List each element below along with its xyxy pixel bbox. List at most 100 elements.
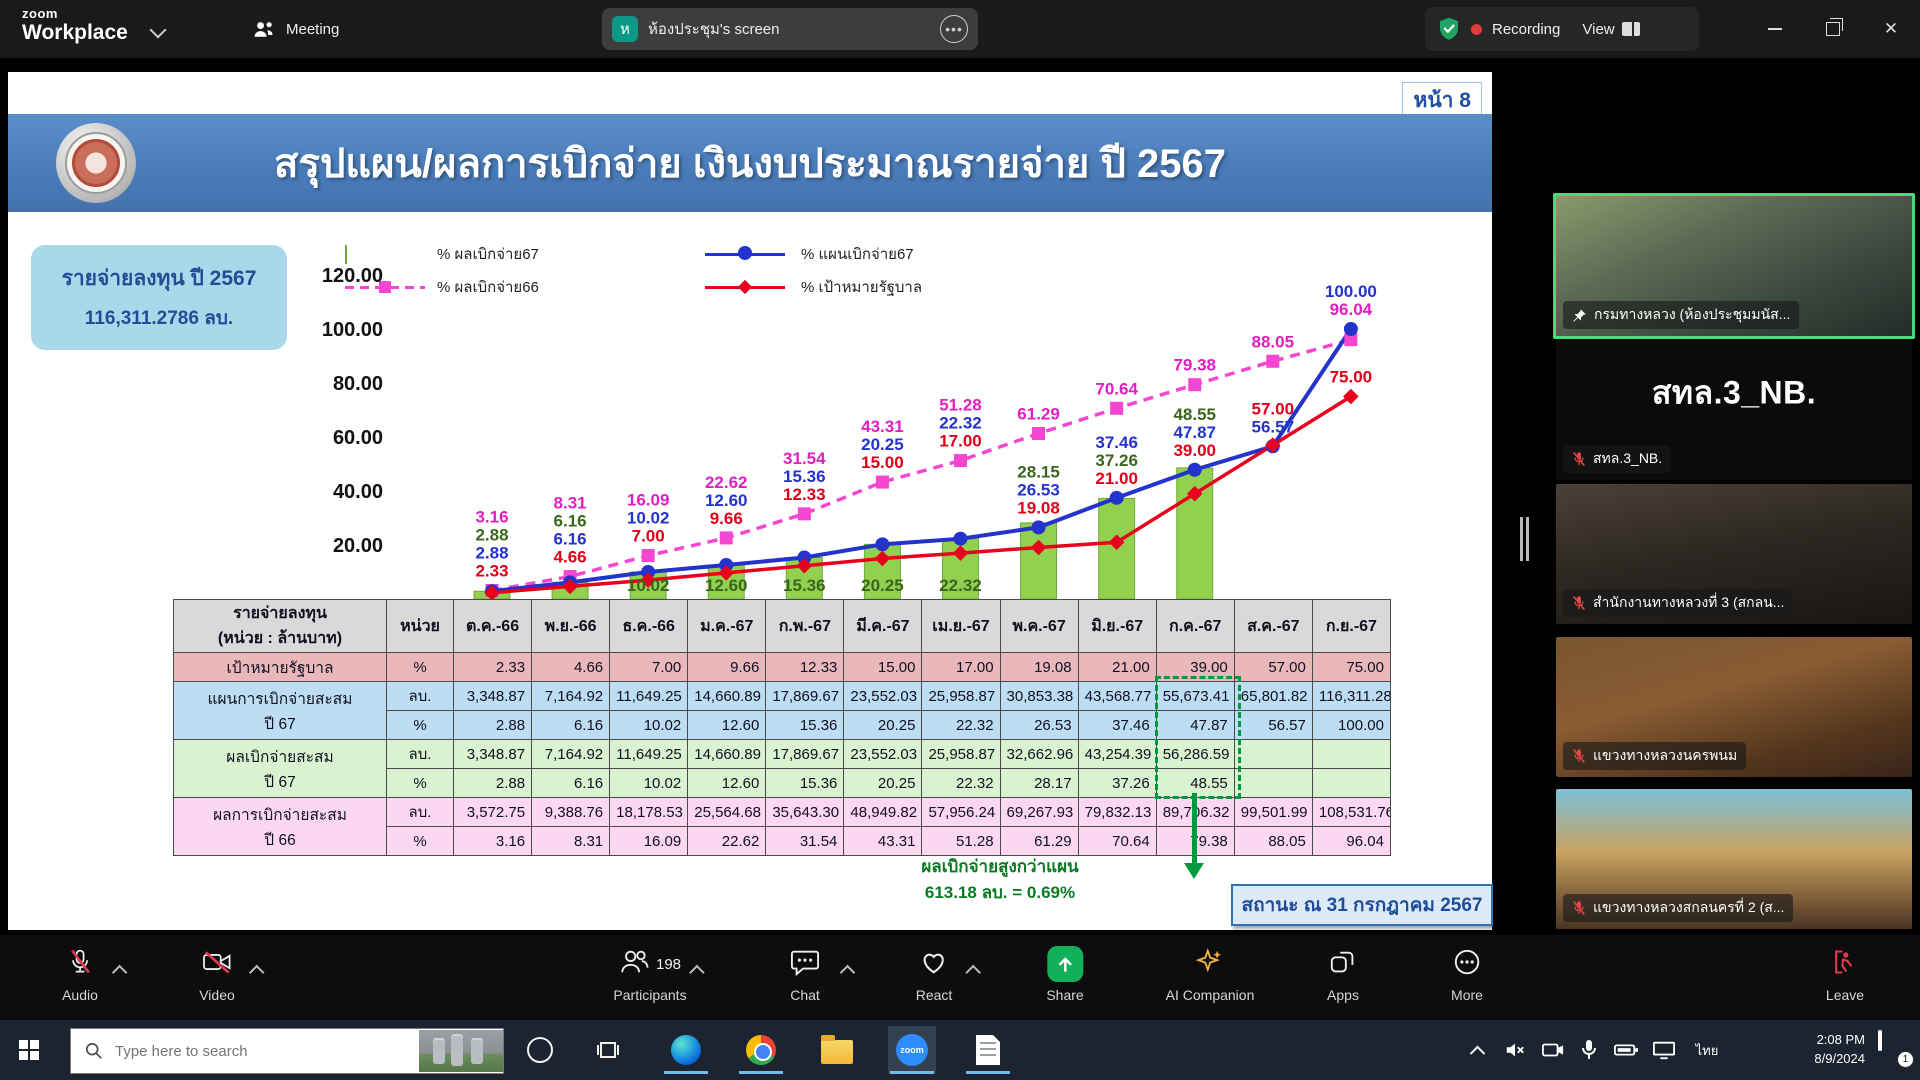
minimize-button[interactable] <box>1746 0 1804 58</box>
data-label: 100.00 <box>1325 282 1377 301</box>
leave-button[interactable]: Leave <box>1826 945 1864 1003</box>
chevron-up-icon[interactable] <box>248 964 265 981</box>
audio-button[interactable]: Audio <box>62 945 128 1003</box>
legend-label: % แผนเบิกจ่าย67 <box>801 246 914 263</box>
apps-button[interactable]: Apps <box>1327 945 1359 1003</box>
taskbar-search[interactable] <box>70 1028 504 1074</box>
chevron-up-icon[interactable] <box>689 964 705 981</box>
heart-icon <box>919 948 949 981</box>
table-cell <box>1233 768 1313 798</box>
tray-battery-button[interactable] <box>1608 1020 1644 1080</box>
panel-resize-handle[interactable] <box>1520 517 1530 561</box>
search-highlight-image[interactable] <box>419 1030 503 1072</box>
security-shield-icon[interactable] <box>1437 16 1461 42</box>
table-cell: 108,531.76 <box>1311 797 1391 827</box>
zoom-app-button[interactable]: zoom <box>888 1026 936 1074</box>
table-cell: 17,869.67 <box>765 681 845 711</box>
search-input[interactable] <box>113 1041 419 1061</box>
document-app-button[interactable] <box>964 1026 1012 1074</box>
toolbar-label: AI Companion <box>1165 987 1255 1003</box>
table-cell: 22.62 <box>687 826 767 856</box>
table-cell: 43,568.77 <box>1077 681 1157 711</box>
ai-companion-button[interactable]: AI Companion <box>1165 945 1255 1003</box>
tray-camera-button[interactable] <box>1536 1020 1570 1080</box>
toolbar-label: Leave <box>1825 987 1865 1003</box>
table-cell: % <box>386 768 454 798</box>
chevron-up-icon[interactable] <box>965 964 981 981</box>
y-axis-tick: 60.00 <box>333 427 383 449</box>
participant-name: สำนักงานทางหลวงที่ 3 (สกลน... <box>1593 594 1785 610</box>
budget-info-line1: รายจ่ายลงทุน ปี 2567 <box>61 267 257 290</box>
start-button[interactable] <box>0 1020 58 1080</box>
clock-date: 8/9/2024 <box>1814 1051 1865 1066</box>
task-view-button[interactable] <box>584 1026 632 1074</box>
table-cell: 61.29 <box>999 826 1079 856</box>
table-cell: 3,348.87 <box>452 681 533 711</box>
tray-show-hidden-button[interactable] <box>1462 1020 1492 1080</box>
video-tile[interactable]: แขวงทางหลวงสกลนครที่ 2 (ส... <box>1556 789 1912 929</box>
marker-square <box>953 454 967 468</box>
view-button[interactable]: View <box>1582 21 1640 38</box>
table-cell: 57.00 <box>1233 652 1313 682</box>
table-cell: 88.05 <box>1233 826 1313 856</box>
more-options-icon[interactable]: ••• <box>940 15 968 43</box>
tray-display-button[interactable] <box>1646 1020 1682 1080</box>
shared-screen-label: ห้องประชุม's screen <box>648 21 780 38</box>
action-center-button[interactable]: 1 <box>1878 1030 1914 1068</box>
share-screen-icon <box>1046 946 1083 982</box>
video-button[interactable]: Video <box>199 945 265 1003</box>
table-cell: 69,267.93 <box>999 797 1079 827</box>
logo-zoom-text: zoom <box>22 6 58 21</box>
y-axis-tick: 100.00 <box>322 319 383 341</box>
tray-microphone-button[interactable] <box>1574 1020 1604 1080</box>
chevron-down-icon[interactable] <box>149 21 167 39</box>
video-tile[interactable]: กรมทางหลวง (ห้องประชุมมนัส... <box>1553 193 1915 339</box>
table-row-label: เป้าหมายรัฐบาล <box>173 652 387 682</box>
apps-icon <box>1328 947 1358 982</box>
participant-name: แขวงทางหลวงสกลนครที่ 2 (ส... <box>1593 899 1785 915</box>
table-cell: 12.60 <box>687 768 767 798</box>
tray-language-button[interactable]: ไทย <box>1686 1020 1728 1080</box>
more-button[interactable]: More <box>1451 945 1483 1003</box>
folder-icon <box>821 1035 853 1064</box>
table-cell: 25,564.68 <box>687 797 767 827</box>
close-button[interactable]: ✕ <box>1883 19 1899 38</box>
table-cell: 2.33 <box>452 652 533 682</box>
marker-square <box>875 475 889 489</box>
file-explorer-button[interactable] <box>813 1026 861 1074</box>
recording-label[interactable]: Recording <box>1492 20 1561 38</box>
edge-browser-button[interactable] <box>662 1026 710 1074</box>
chrome-browser-button[interactable] <box>737 1026 785 1074</box>
video-tile[interactable]: แขวงทางหลวงนครพนม <box>1556 637 1912 777</box>
chevron-up-icon[interactable] <box>111 964 128 981</box>
participant-name: สทล.3_NB. <box>1593 450 1663 466</box>
video-tile[interactable]: สทล.3_NB. สทล.3_NB. <box>1556 340 1912 480</box>
react-button[interactable]: React <box>916 945 981 1003</box>
toolbar-label: Video <box>199 987 235 1003</box>
table-cell: 48,949.82 <box>843 797 923 827</box>
table-row-label: แผนการเบิกจ่ายสะสม ปี 67 <box>173 681 387 740</box>
share-button[interactable]: Share <box>1046 945 1084 1003</box>
taskbar-clock[interactable]: 2:08 PM 8/9/2024 <box>1814 1020 1865 1080</box>
data-label: 88.05 <box>1252 332 1295 351</box>
participants-button[interactable]: 198 Participants <box>613 945 705 1003</box>
video-tile[interactable]: สำนักงานทางหลวงที่ 3 (สกลน... <box>1556 484 1912 624</box>
zoom-workplace-logo: zoom Workplace <box>22 7 128 43</box>
chat-button[interactable]: Chat <box>790 945 856 1003</box>
tab-meeting[interactable]: Meeting <box>252 0 339 58</box>
data-label: 79.38 <box>1173 356 1216 375</box>
table-cell: 10.02 <box>609 768 689 798</box>
toolbar-label: Share <box>1046 987 1084 1003</box>
recording-dot-icon <box>1471 23 1482 35</box>
table-cell: 18,178.53 <box>609 797 689 827</box>
table-cell: 25,958.87 <box>921 681 1001 711</box>
data-label: 22.62 <box>705 473 748 492</box>
cortana-button[interactable] <box>516 1026 564 1074</box>
table-row-label: ผลเบิกจ่ายสะสม ปี 67 <box>173 739 387 798</box>
tray-volume-button[interactable] <box>1498 1020 1532 1080</box>
marker-diamond <box>796 557 813 574</box>
data-label: 19.08 <box>1017 498 1060 517</box>
tab-shared-screen[interactable]: ห ห้องประชุม's screen ••• <box>602 8 978 50</box>
restore-button[interactable] <box>1804 0 1862 58</box>
chevron-up-icon[interactable] <box>839 964 856 981</box>
